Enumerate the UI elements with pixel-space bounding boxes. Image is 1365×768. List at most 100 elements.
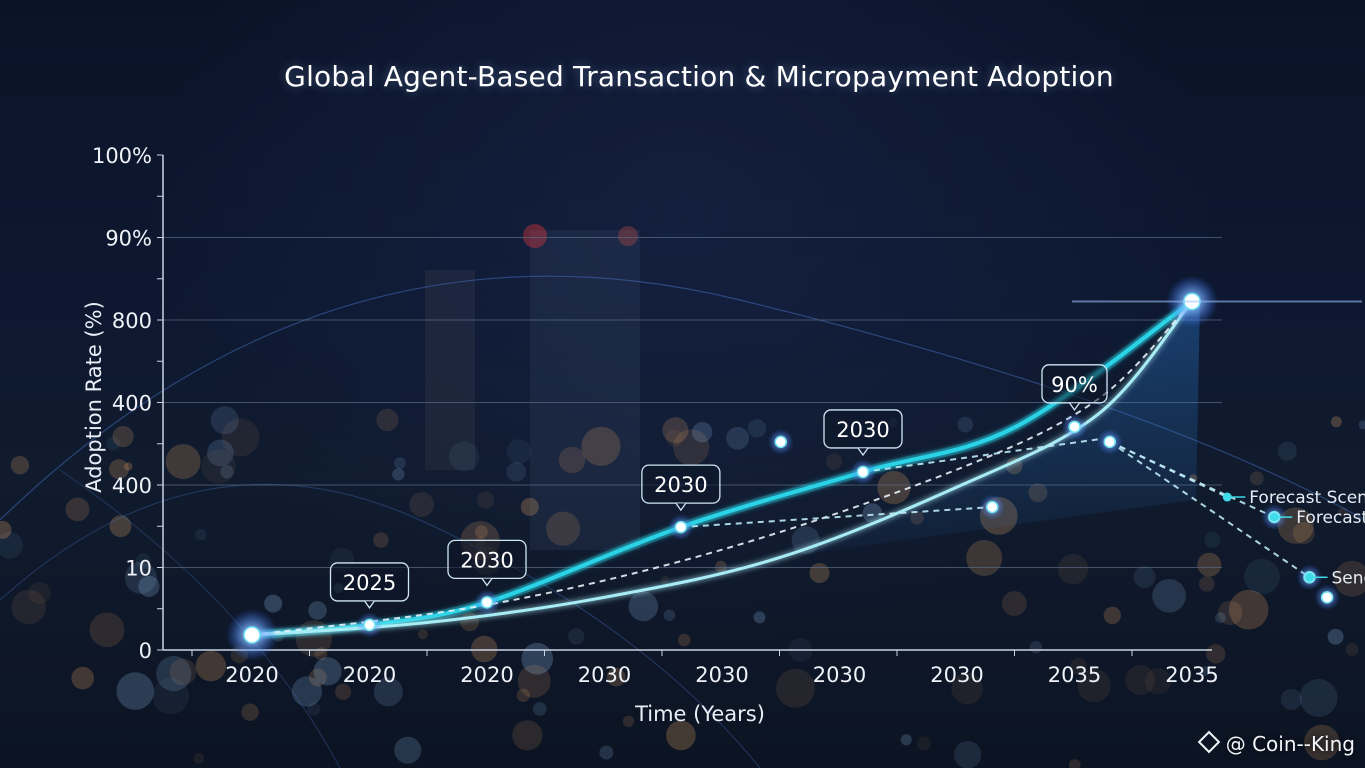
bokeh-light bbox=[1299, 679, 1338, 717]
building-shape bbox=[530, 230, 640, 550]
bokeh-light bbox=[471, 635, 498, 663]
bokeh-light bbox=[1002, 591, 1027, 616]
x-axis-title: Time (Years) bbox=[635, 702, 765, 726]
bokeh-light bbox=[449, 441, 479, 472]
bokeh-light bbox=[195, 528, 207, 541]
bokeh-light bbox=[1337, 507, 1348, 517]
bokeh-light bbox=[726, 426, 749, 450]
bokeh-light bbox=[1199, 666, 1210, 676]
data-markers bbox=[226, 275, 1362, 661]
bokeh-light bbox=[460, 612, 480, 632]
bokeh-light bbox=[1345, 642, 1359, 656]
bokeh-light bbox=[877, 471, 911, 505]
bokeh-light bbox=[474, 525, 488, 539]
bokeh-light bbox=[1249, 471, 1264, 486]
bokeh-light bbox=[1077, 669, 1111, 703]
data-point bbox=[1320, 591, 1334, 604]
bokeh-light bbox=[112, 426, 134, 448]
watermark: @ Coin--King bbox=[1197, 730, 1355, 756]
data-point bbox=[856, 465, 870, 479]
x-tick-label: 2020 bbox=[225, 663, 278, 687]
bokeh-light bbox=[335, 683, 352, 701]
bokeh-light bbox=[1197, 552, 1222, 577]
data-point bbox=[986, 500, 999, 514]
bokeh-light bbox=[1199, 576, 1215, 592]
branch-dashed-line bbox=[1109, 441, 1311, 579]
bokeh-light bbox=[221, 418, 260, 457]
annotation-label: Forecast Scenarios bbox=[1249, 488, 1365, 508]
bokeh-light bbox=[0, 531, 23, 559]
callout-label: 2030 bbox=[654, 473, 707, 497]
bokeh-light bbox=[663, 609, 676, 621]
bokeh-light bbox=[11, 589, 46, 625]
bokeh-light bbox=[862, 503, 883, 523]
bokeh-light bbox=[1358, 420, 1365, 430]
bokeh-light bbox=[1206, 644, 1226, 664]
annotations: Forecast ScenariosForecast Scenarios Senc… bbox=[1222, 488, 1365, 588]
bokeh-light bbox=[1244, 558, 1280, 595]
bokeh-light bbox=[394, 457, 406, 469]
callouts: 2025 2030 2030 2030 90% bbox=[329, 364, 1108, 610]
bokeh-light bbox=[1327, 628, 1344, 645]
bokeh-light bbox=[195, 650, 226, 682]
y-tick-label: 10 bbox=[125, 557, 152, 581]
bokeh-light bbox=[124, 462, 133, 471]
bokeh-light bbox=[599, 745, 614, 760]
bokeh-light bbox=[135, 553, 151, 569]
bokeh-light bbox=[264, 594, 283, 613]
bokeh-light bbox=[660, 575, 670, 584]
bokeh-light bbox=[628, 591, 659, 622]
bokeh-light bbox=[1334, 560, 1365, 597]
decorative-arc bbox=[0, 483, 761, 768]
bokeh-light bbox=[673, 429, 710, 466]
data-point bbox=[1068, 420, 1081, 434]
bokeh-light bbox=[1125, 665, 1156, 695]
bokeh-light bbox=[220, 465, 234, 479]
forecast-area bbox=[780, 301, 1200, 558]
bokeh-light bbox=[715, 560, 727, 573]
data-point bbox=[363, 618, 376, 632]
bokeh-light bbox=[71, 666, 94, 690]
bokeh-light bbox=[581, 426, 621, 466]
bokeh-light bbox=[532, 702, 547, 716]
bokeh-light bbox=[138, 575, 160, 598]
bokeh-light bbox=[165, 444, 201, 480]
bokeh-light bbox=[1280, 688, 1302, 710]
bokeh-light bbox=[10, 456, 30, 475]
bokeh-light bbox=[28, 581, 51, 605]
diamond-logo-icon bbox=[1197, 730, 1221, 754]
bokeh-light bbox=[517, 664, 551, 698]
forecast-shaded-area bbox=[780, 301, 1200, 558]
bokeh-light bbox=[506, 462, 527, 482]
callout-pointer bbox=[1068, 402, 1081, 411]
bokeh-light bbox=[201, 449, 236, 484]
callout-label: 2030 bbox=[460, 548, 513, 572]
bokeh-light bbox=[109, 515, 132, 538]
bokeh-light bbox=[210, 406, 239, 435]
data-point bbox=[774, 435, 787, 449]
bokeh-light bbox=[954, 741, 982, 768]
data-point bbox=[480, 596, 494, 609]
callout-pointer bbox=[363, 600, 376, 610]
x-tick-label: 2030 bbox=[695, 663, 748, 687]
bokeh-light bbox=[1070, 657, 1087, 675]
callout-pointer bbox=[675, 502, 687, 512]
bokeh-light bbox=[1204, 531, 1221, 548]
x-tick-label: 2035 bbox=[1048, 663, 1101, 687]
bokeh-light bbox=[207, 439, 234, 467]
bokeh-light bbox=[1057, 554, 1089, 585]
bokeh-light bbox=[1215, 612, 1226, 624]
y-tick-label: 0 bbox=[139, 639, 152, 663]
axes bbox=[157, 154, 1212, 656]
bokeh-light bbox=[373, 677, 403, 707]
annotation-label: Sencatios bbox=[1332, 568, 1365, 588]
bokeh-light bbox=[546, 511, 581, 546]
bokeh-light bbox=[116, 672, 154, 710]
data-point bbox=[243, 626, 261, 644]
y-tick-label: 400 bbox=[112, 392, 152, 416]
bokeh-light bbox=[558, 446, 586, 474]
chart-title: Global Agent-Based Transaction & Micropa… bbox=[284, 60, 1114, 93]
bokeh-light bbox=[1133, 565, 1156, 588]
